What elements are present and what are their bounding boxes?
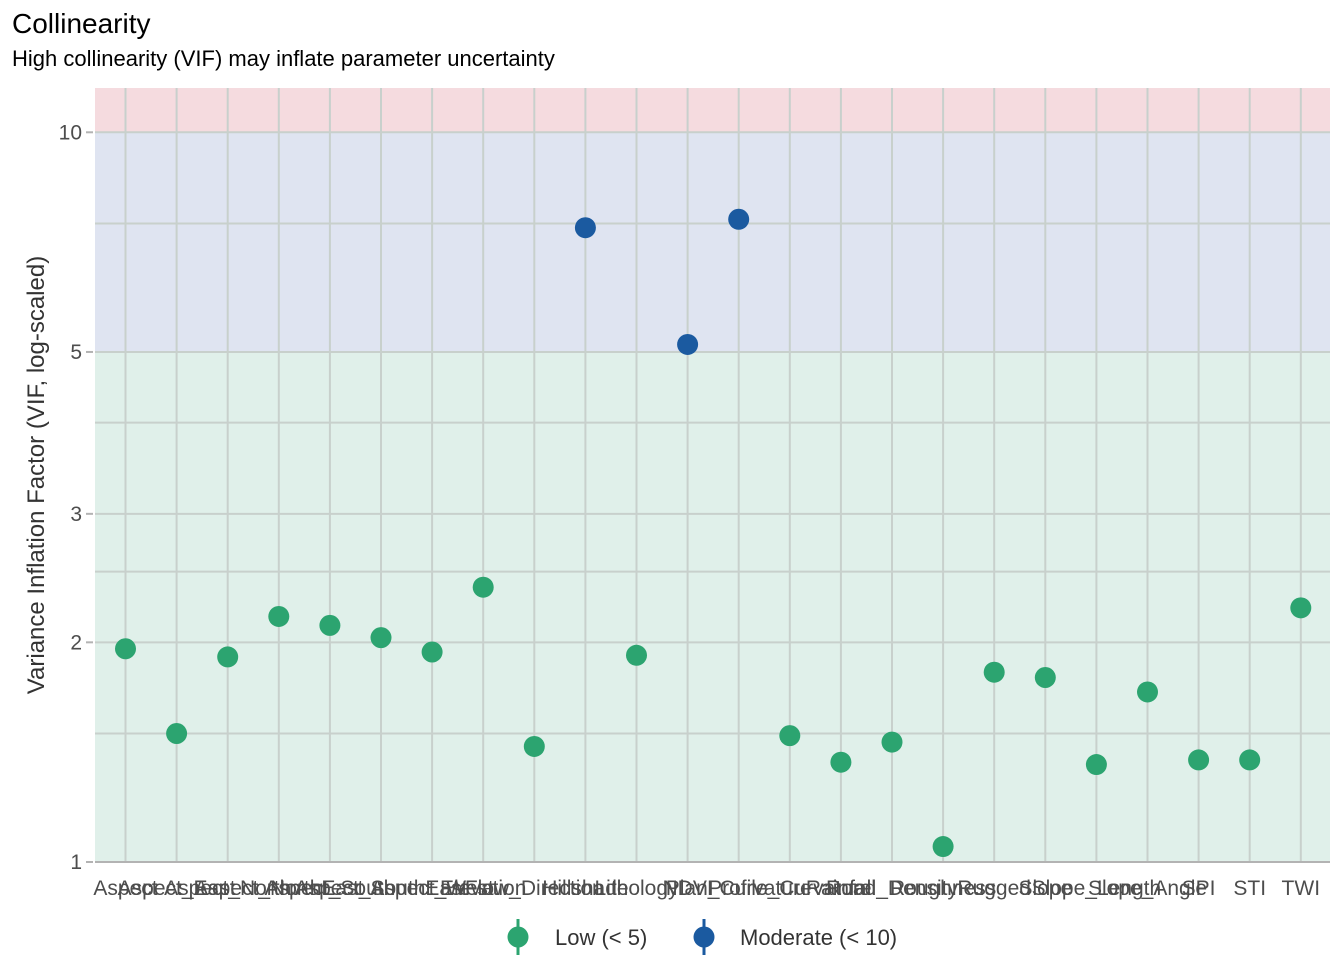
vif-point-low bbox=[319, 614, 341, 636]
vif-point-low bbox=[217, 646, 239, 668]
legend-item-low: Low (< 5) bbox=[507, 919, 647, 955]
x-tick-label: TWI bbox=[1282, 877, 1320, 900]
threshold-bands bbox=[95, 88, 1330, 862]
x-tick-label: Elevation bbox=[440, 877, 526, 900]
x-tick-label: Plan_Curvature bbox=[666, 877, 812, 900]
vif-point-low bbox=[1239, 749, 1261, 771]
x-tick-label: STI bbox=[1233, 877, 1266, 900]
band-high bbox=[95, 88, 1330, 133]
vif-point-low bbox=[370, 627, 392, 649]
x-tick-label: Roughness bbox=[890, 877, 996, 900]
vif-point-low bbox=[1137, 681, 1158, 703]
x-tick-label: Aspect_NorthEast bbox=[194, 877, 363, 900]
y-tick-label: 5 bbox=[70, 341, 82, 364]
vif-point-low bbox=[779, 725, 801, 747]
band-moderate bbox=[95, 132, 1330, 352]
vif-point-low bbox=[1085, 754, 1107, 776]
data-points bbox=[115, 208, 1312, 858]
legend-label: Low (< 5) bbox=[555, 925, 647, 950]
legend-key-dot bbox=[507, 926, 529, 948]
vif-point-low bbox=[932, 836, 954, 858]
vif-point-moderate bbox=[728, 208, 750, 230]
x-tick-label: Road_Density bbox=[826, 877, 958, 900]
x-tick-label: Flow_Direction bbox=[465, 877, 604, 900]
y-tick-label: 3 bbox=[70, 503, 82, 526]
y-axis-title: Variance Inflation Factor (VIF, log-scal… bbox=[23, 256, 50, 694]
x-tick-label: Lithology bbox=[594, 877, 679, 900]
y-tick-label: 2 bbox=[70, 631, 82, 654]
vif-point-low bbox=[166, 723, 188, 745]
vif-point-low bbox=[115, 638, 136, 660]
vif-point-low bbox=[472, 576, 494, 598]
x-tick-label: NDVI bbox=[663, 877, 713, 900]
x-tick-label: Profile_Curvature bbox=[708, 877, 871, 900]
x-tick-label: Aspect_SouthEast bbox=[295, 877, 468, 900]
vif-point-low bbox=[421, 641, 443, 663]
x-tick-label: Slope_Angle bbox=[1088, 877, 1207, 900]
x-tick-label: SPI bbox=[1182, 877, 1216, 900]
vif-point-low bbox=[1188, 749, 1210, 771]
grid-lines bbox=[95, 88, 1330, 863]
x-tick-label: Aspect_West bbox=[370, 877, 493, 900]
x-tick-label: Aspect_South bbox=[265, 877, 396, 900]
vif-point-moderate bbox=[574, 217, 596, 239]
x-tick-label: Rainfall bbox=[806, 877, 876, 900]
legend: Low (< 5) Moderate (< 10) bbox=[507, 919, 897, 955]
legend-item-moderate: Moderate (< 10) bbox=[693, 919, 897, 955]
y-tick-label: 10 bbox=[59, 121, 82, 144]
vif-point-low bbox=[830, 751, 852, 773]
x-tick-label: Slope bbox=[1018, 877, 1072, 900]
band-low bbox=[95, 351, 1330, 862]
vif-point-low bbox=[983, 661, 1005, 683]
x-tick-label: Aspect_North bbox=[164, 877, 291, 900]
vif-point-low bbox=[626, 644, 647, 666]
x-tick-label: Aspect_East bbox=[118, 877, 236, 900]
chart-title: Collinearity bbox=[12, 8, 151, 39]
vif-point-low bbox=[1034, 666, 1056, 688]
x-tick-label: Slope_Length bbox=[1032, 877, 1162, 900]
x-tick-label: Rugged bbox=[957, 877, 1031, 900]
x-axis-ticks: AspectAspect_EastAspect_NorthAspect_Nort… bbox=[93, 877, 1320, 900]
legend-label: Moderate (< 10) bbox=[740, 925, 897, 950]
x-tick-label: Aspect bbox=[93, 877, 157, 900]
vif-point-low bbox=[881, 731, 903, 753]
vif-point-moderate bbox=[677, 333, 699, 355]
x-tick-label: Hillshade bbox=[542, 877, 628, 900]
legend-key-dot bbox=[693, 926, 715, 948]
chart-subtitle: High collinearity (VIF) may inflate para… bbox=[12, 46, 555, 71]
vif-point-low bbox=[1290, 597, 1312, 619]
vif-point-low bbox=[268, 605, 290, 627]
y-axis-ticks: 1 2 3 5 10 bbox=[59, 121, 93, 874]
y-tick-label: 1 bbox=[70, 851, 82, 874]
vif-point-low bbox=[523, 735, 545, 757]
